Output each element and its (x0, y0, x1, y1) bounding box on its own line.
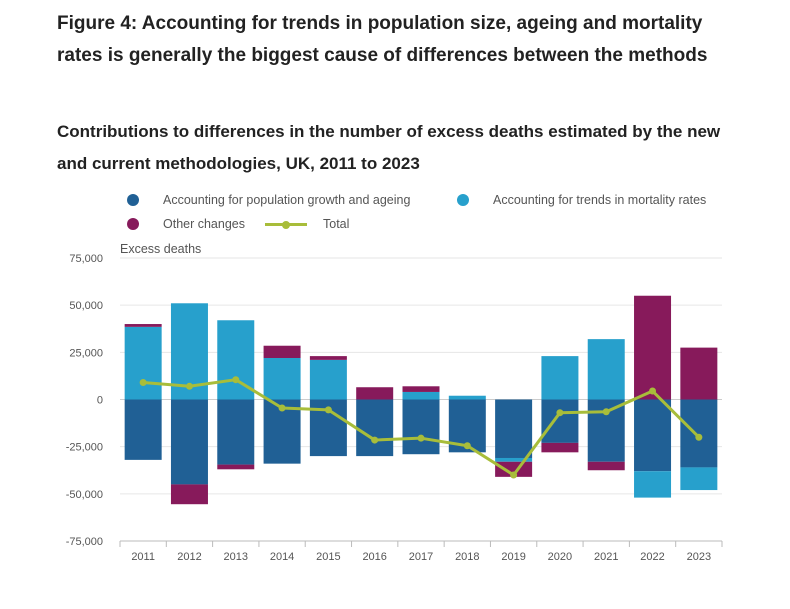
x-tick-label: 2014 (270, 551, 294, 563)
bar-mortality-2018 (448, 395, 486, 400)
bar-mortality-2022 (634, 471, 672, 498)
legend-swatch-total (265, 220, 307, 229)
bar-population-2012 (170, 399, 208, 485)
x-tick-label: 2021 (594, 551, 618, 563)
bar-other-2022 (634, 295, 672, 400)
bar-population-2023 (680, 399, 718, 468)
total-point-2021 (602, 408, 610, 416)
total-point-2023 (695, 433, 703, 441)
x-tick-label: 2019 (501, 551, 525, 563)
bar-other-2020 (541, 442, 579, 453)
legend-label-mortality: Accounting for trends in mortality rates (493, 193, 707, 207)
legend-swatch-population (127, 194, 139, 206)
total-point-2013 (232, 376, 240, 384)
chart-subtitle: Contributions to differences in the numb… (57, 122, 721, 173)
bar-other-2019 (495, 461, 533, 477)
bar-other-2013 (217, 464, 255, 470)
y-axis-ticks: 75,000 50,000 25,000 0 -25,000 -50,000 -75,000 (66, 253, 103, 548)
total-line-series (139, 376, 703, 479)
x-tick-label: 2018 (455, 551, 479, 563)
bar-other-2023 (680, 347, 718, 400)
bar-other-2011 (124, 324, 162, 327)
bar-population-2013 (217, 399, 255, 465)
total-point-2012 (185, 382, 193, 390)
total-point-2015 (324, 406, 332, 414)
x-tick-label: 2015 (316, 551, 340, 563)
legend-label-other: Other changes (163, 217, 245, 231)
y-tick-label: -50,000 (66, 489, 103, 501)
legend-swatch-other (127, 218, 139, 230)
bar-population-2019 (495, 399, 533, 458)
x-tick-label: 2022 (640, 551, 664, 563)
gridlines (120, 257, 722, 495)
x-tick-label: 2016 (362, 551, 386, 563)
total-point-2020 (556, 409, 564, 417)
x-tick-label: 2023 (687, 551, 711, 563)
bar-mortality-2019 (495, 457, 533, 462)
x-tick-label: 2020 (548, 551, 572, 563)
total-point-2017 (417, 434, 425, 442)
bar-mortality-2017 (402, 391, 440, 400)
bar-other-2016 (356, 387, 394, 400)
y-tick-label: -25,000 (66, 442, 103, 454)
y-tick-label: 25,000 (69, 347, 103, 359)
bar-population-2016 (356, 399, 394, 457)
bar-population-2017 (402, 399, 440, 455)
y-tick-label: 50,000 (69, 300, 103, 312)
figure-title: Figure 4: Accounting for trends in popul… (57, 13, 708, 66)
bar-mortality-2023 (680, 467, 718, 491)
y-tick-label: 0 (97, 395, 103, 407)
total-point-2018 (463, 442, 471, 450)
bar-mortality-2014 (263, 357, 301, 400)
total-point-2016 (371, 436, 379, 444)
total-point-2014 (278, 404, 286, 412)
legend-label-population: Accounting for population growth and age… (163, 193, 411, 207)
legend-label-total: Total (323, 217, 350, 231)
x-axis: 2011 2012 2013 2014 2015 2016 2017 2018 2019 2020… (119, 540, 723, 563)
bar-mortality-2011 (124, 326, 162, 400)
bar-other-2012 (170, 484, 208, 505)
total-point-2011 (139, 379, 147, 387)
legend-swatch-mortality (457, 194, 469, 206)
x-tick-label: 2011 (131, 551, 155, 563)
y-tick-label: 75,000 (69, 253, 103, 265)
bar-population-2020 (541, 399, 579, 443)
bar-population-2022 (634, 399, 672, 472)
bar-mortality-2015 (309, 359, 347, 400)
y-tick-label: -75,000 (66, 536, 103, 548)
bar-other-2017 (402, 386, 440, 392)
total-point-2022 (649, 387, 657, 395)
bar-population-2011 (124, 399, 162, 460)
total-point-2019 (510, 471, 518, 479)
x-tick-label: 2017 (409, 551, 433, 563)
bar-mortality-2021 (587, 339, 625, 400)
x-tick-label: 2013 (224, 551, 248, 563)
bar-other-2014 (263, 345, 301, 358)
legend-swatch-total-dot (282, 220, 290, 229)
bar-other-2021 (587, 461, 625, 471)
bar-other-2015 (309, 356, 347, 360)
x-tick-label: 2012 (177, 551, 201, 563)
bar-mortality-2020 (541, 356, 579, 400)
y-axis-label: Excess deaths (120, 242, 201, 256)
